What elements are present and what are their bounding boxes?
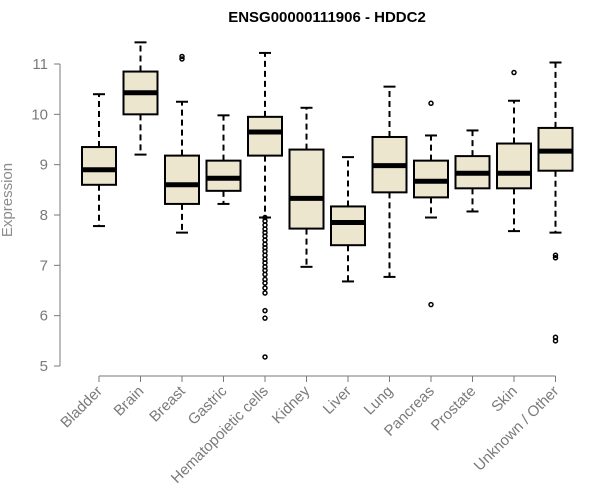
x-tick-label: Bladder (57, 383, 106, 432)
y-tick-label: 5 (40, 358, 48, 375)
box-group (330, 156, 366, 283)
y-tick-label: 6 (40, 308, 48, 325)
box-group (537, 61, 574, 344)
box-series (81, 41, 574, 360)
chart-title: ENSG00000111906 - HDDC2 (228, 9, 426, 26)
outlier-point (428, 100, 434, 107)
outlier-point (552, 252, 559, 259)
box-group (247, 51, 283, 360)
outlier-point (262, 271, 268, 278)
box-iqr (81, 146, 117, 186)
y-axis-label: Expression (0, 163, 16, 237)
outlier-point (262, 315, 268, 321)
box-group (164, 53, 200, 234)
box-group (496, 69, 532, 233)
outlier-point (262, 307, 268, 314)
box-iqr (288, 148, 325, 230)
outlier-point (428, 301, 434, 308)
box-group (205, 114, 242, 205)
outlier-point (262, 280, 268, 286)
y-tick-label: 9 (40, 157, 48, 174)
outlier-point (262, 290, 268, 296)
box-iqr (164, 154, 200, 205)
box-group (288, 106, 325, 268)
y-tick-label: 10 (31, 106, 48, 123)
x-tick-label: Liver (320, 383, 355, 418)
outlier-point (262, 285, 268, 291)
box-iqr (330, 205, 366, 247)
outlier-point (552, 255, 559, 261)
box-iqr (205, 159, 242, 192)
y-tick-label: 7 (40, 257, 48, 274)
outlier-point (262, 354, 268, 360)
y-axis: 5 6 7 8 9 10 11 (31, 56, 61, 375)
box-iqr (247, 115, 283, 157)
box-group (413, 100, 449, 308)
x-tick-label: Brain (111, 383, 148, 420)
outlier-point (179, 53, 185, 60)
outlier-point (511, 69, 517, 76)
y-tick-label: 8 (40, 207, 48, 224)
box-iqr (496, 142, 532, 190)
box-group (454, 129, 491, 213)
box-group (371, 85, 408, 278)
x-tick-label: Kidney (269, 382, 314, 427)
x-tick-label: Lung (361, 383, 397, 419)
y-tick-label: 11 (32, 56, 48, 73)
box-group (81, 93, 117, 228)
x-tick-label: Skin (488, 383, 521, 416)
x-tick-label: Prostate (428, 383, 480, 435)
outlier-point (552, 338, 559, 344)
box-group (122, 41, 159, 156)
x-tick-label: Breast (146, 382, 189, 425)
outlier-point (179, 56, 185, 62)
